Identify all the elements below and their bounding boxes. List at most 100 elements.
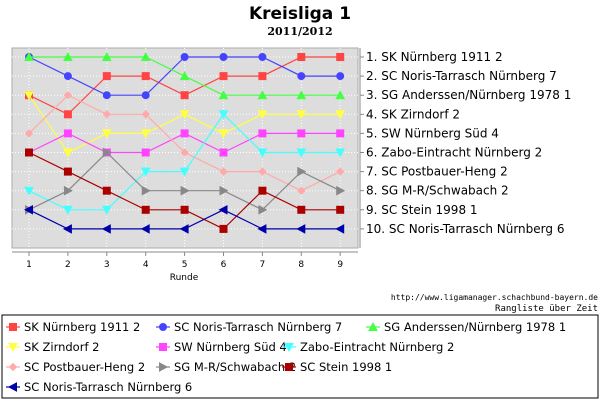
data-point	[141, 110, 150, 119]
ranking-label: 1. SK Nürnberg 1911 2	[366, 50, 503, 64]
data-point	[23, 204, 33, 215]
ranking-label: 7. SC Postbauer-Heng 2	[366, 165, 508, 179]
legend-item: SC Noris-Tarrasch Nürnberg 6	[6, 380, 192, 394]
legend-marker	[9, 323, 17, 331]
ranking-label: 9. SC Stein 1998 1	[366, 203, 478, 217]
data-point	[25, 148, 33, 157]
data-point	[140, 224, 150, 234]
data-point	[24, 51, 34, 61]
data-point	[140, 51, 151, 61]
legend-marker	[159, 362, 169, 372]
data-point	[102, 110, 112, 119]
data-point	[63, 148, 73, 158]
data-point	[141, 185, 151, 196]
ranking-label: 3. SG Anderssen/Nürnberg 1978 1	[366, 88, 571, 102]
legend: SK Nürnberg 1911 2 SC Noris-Tarrasch Nürn…	[6, 320, 566, 394]
x-tick-label: 5	[182, 260, 188, 270]
data-point	[219, 224, 228, 233]
ranking-label: 2. SC Noris-Tarrasch Nürnberg 7	[366, 69, 557, 83]
data-point	[335, 224, 345, 234]
legend-label: Zabo-Eintracht Nürnberg 2	[300, 340, 454, 354]
legend-marker	[8, 343, 18, 353]
x-tick-label: 2	[65, 260, 71, 270]
data-point	[219, 72, 228, 81]
data-point	[63, 129, 72, 138]
x-ticks: 1 2 3 4 5 6 7 8 9	[26, 252, 343, 270]
ranking-label: 5. SW Nürnberg Süd 4	[366, 126, 499, 140]
data-point	[336, 129, 345, 138]
data-point	[218, 129, 229, 139]
series-lines	[23, 51, 346, 234]
data-point	[218, 110, 229, 120]
legend-marker	[368, 321, 378, 331]
data-point	[141, 72, 150, 81]
data-point	[180, 185, 190, 196]
data-point	[257, 90, 268, 100]
data-point	[24, 186, 34, 196]
data-point	[180, 129, 189, 138]
data-point	[336, 72, 345, 81]
legend-item: SC Stein 1998 1	[282, 360, 392, 374]
data-point	[102, 186, 111, 195]
data-point	[296, 110, 307, 120]
legend-marker	[7, 382, 17, 392]
data-point	[179, 110, 190, 120]
data-point	[101, 129, 112, 139]
data-point	[297, 166, 307, 177]
legend-label: SC Stein 1998 1	[300, 360, 392, 374]
x-tick-label: 3	[104, 260, 110, 270]
footer-caption: Rangliste über Zeit	[495, 304, 598, 314]
data-point	[218, 204, 228, 215]
data-point	[24, 91, 34, 101]
data-point	[257, 224, 267, 234]
legend-label: SK Nürnberg 1911 2	[24, 320, 140, 334]
data-point	[179, 71, 190, 81]
legend-item: SG Anderssen/Nürnberg 1978 1	[366, 320, 566, 334]
series-6	[24, 110, 346, 215]
data-point	[101, 224, 111, 234]
ranking-label: 4. SK Zirndorf 2	[366, 107, 460, 121]
data-point	[179, 224, 189, 234]
data-point	[297, 205, 306, 214]
chart-title: Kreisliga 1	[249, 4, 351, 24]
data-point	[179, 167, 190, 177]
data-point	[335, 167, 345, 176]
data-point	[296, 148, 307, 158]
legend-marker	[159, 323, 167, 331]
data-point	[180, 148, 189, 157]
legend-label: SG M-R/Schwabach 2	[174, 360, 296, 374]
legend-marker	[285, 363, 293, 371]
data-point	[141, 91, 150, 100]
series-9	[25, 148, 345, 233]
data-point	[258, 186, 267, 195]
legend-label: SG Anderssen/Nürnberg 1978 1	[384, 320, 566, 334]
legend-item: SC Noris-Tarrasch Nürnberg 7	[156, 320, 342, 334]
data-point	[102, 72, 111, 81]
legend-item: Zabo-Eintracht Nürnberg 2	[282, 340, 454, 354]
data-point	[63, 72, 72, 81]
data-point	[296, 90, 307, 100]
data-point	[218, 90, 229, 100]
data-point	[101, 51, 112, 61]
data-point	[258, 53, 267, 61]
series-3	[24, 51, 346, 100]
data-point	[257, 148, 268, 158]
data-point	[62, 224, 72, 234]
legend-marker	[159, 343, 167, 351]
data-point	[102, 147, 112, 158]
data-point	[141, 148, 150, 157]
x-axis-label: Runde	[170, 273, 199, 283]
legend-label: SC Noris-Tarrasch Nürnberg 6	[24, 380, 192, 394]
x-tick-label: 9	[337, 260, 343, 270]
data-point	[297, 186, 306, 195]
x-tick-label: 1	[26, 260, 32, 270]
legend-item: SC Postbauer-Heng 2	[6, 360, 145, 374]
data-point	[297, 53, 306, 61]
data-point	[297, 72, 306, 81]
legend-label: SK Zirndorf 2	[24, 340, 99, 354]
data-point	[101, 205, 112, 215]
ranking-label: 10. SC Noris-Tarrasch Nürnberg 6	[366, 222, 564, 236]
data-point	[219, 167, 228, 176]
data-point	[180, 91, 189, 100]
